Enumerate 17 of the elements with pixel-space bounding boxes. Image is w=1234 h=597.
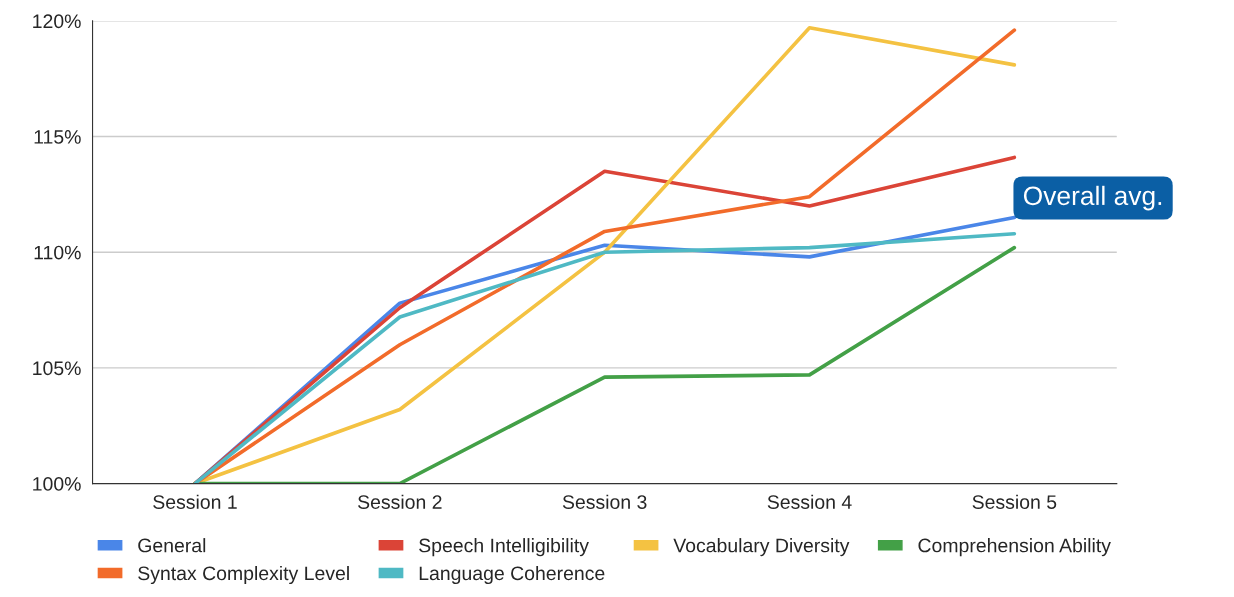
x-tick-label: Session 2 [358, 494, 442, 509]
x-tick-label: Session 4 [767, 494, 852, 509]
y-tick-label: 105% [33, 361, 81, 376]
y-tick-label: 110% [34, 245, 81, 260]
legend-label: Speech Intelligibility [419, 538, 589, 557]
legend-label: Comprehension Ability [918, 538, 1111, 557]
x-tick-label: Session 1 [153, 494, 237, 509]
legend-label: Syntax Complexity Level [138, 565, 349, 585]
y-tick-label: 120% [33, 14, 81, 29]
legend-label: General [138, 538, 206, 553]
legend-label: Language Coherence [419, 565, 605, 585]
legend-label: Vocabulary Diversity [673, 538, 850, 557]
y-tick-label: 100% [33, 477, 81, 491]
annotation: Overall avg. [1023, 185, 1162, 211]
x-tick-label: Session 5 [972, 494, 1057, 509]
y-tick-label: 115% [34, 130, 81, 144]
x-tick-label: Session 3 [562, 494, 647, 509]
